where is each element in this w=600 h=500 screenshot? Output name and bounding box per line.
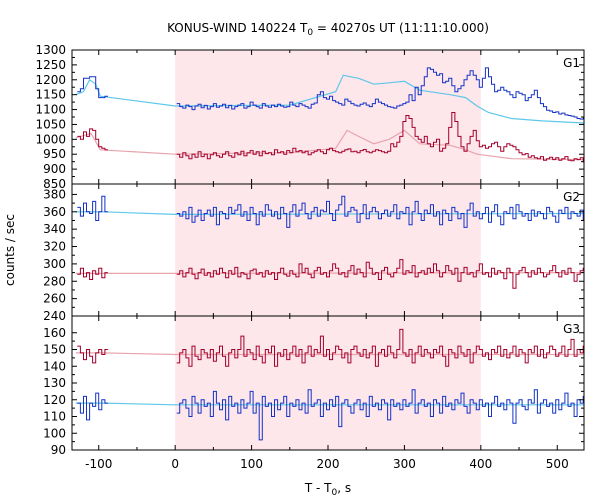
chart-title-suffix: = 40270s UT (11:11:10.000) xyxy=(313,21,489,35)
g2-red-step-series-0 xyxy=(77,267,108,280)
g1-ytick-label: 900 xyxy=(43,162,66,176)
g1-blue-step-series-1 xyxy=(176,67,584,120)
g2-ytick-label: 320 xyxy=(43,240,66,254)
xtick-label: 100 xyxy=(240,457,263,471)
g3-ytick-label: 150 xyxy=(43,343,66,357)
g2-blue-step-series-1 xyxy=(176,195,584,228)
g3-red-step-series-0 xyxy=(77,345,108,364)
g3-ytick-label: 140 xyxy=(43,359,66,373)
chart-title: KONUS-WIND 140224 T0 = 40270s UT (11:11:… xyxy=(167,21,489,38)
g1-ytick-label: 1300 xyxy=(35,43,66,57)
g3-ytick-label: 90 xyxy=(51,443,66,457)
shaded-interval xyxy=(175,50,481,450)
g2-ytick-label: 300 xyxy=(43,257,66,271)
g3-blue-step-series-1 xyxy=(176,389,584,441)
g3-blue-step-series-0 xyxy=(77,392,108,421)
g2-ytick-label: 280 xyxy=(43,274,66,288)
shade-layer xyxy=(175,50,481,450)
text-layer: KONUS-WIND 140224 T0 = 40270s UT (11:11:… xyxy=(3,21,580,498)
g3-ytick-label: 100 xyxy=(43,426,66,440)
g2-panel-data xyxy=(75,195,584,289)
g2-ytick-label: 380 xyxy=(43,187,66,201)
xtick-label: 500 xyxy=(546,457,569,471)
xtick-label: 200 xyxy=(317,457,340,471)
g3-ytick-label: 120 xyxy=(43,393,66,407)
g3-red-step-series-1 xyxy=(176,328,584,367)
x-axis-label-suffix: , s xyxy=(337,481,351,495)
g1-red-step-series-0 xyxy=(77,128,108,151)
x-axis-label-subscript: 0 xyxy=(332,488,338,498)
g2-ytick-label: 240 xyxy=(43,309,66,323)
g1-ytick-label: 1100 xyxy=(35,103,66,117)
x-axis-label: T - T0, s xyxy=(304,481,351,498)
g1-ytick-label: 1250 xyxy=(35,58,66,72)
data-layer xyxy=(75,67,584,441)
g1-model-curve-red xyxy=(75,129,584,161)
frame-layer xyxy=(71,49,585,451)
g3-ytick-label: 160 xyxy=(43,326,66,340)
xtick-label: -100 xyxy=(85,457,112,471)
g1-ytick-label: 850 xyxy=(43,177,66,191)
g1-panel-label: G1 xyxy=(563,56,580,70)
g1-ytick-label: 1050 xyxy=(35,117,66,131)
xtick-label: 300 xyxy=(393,457,416,471)
xtick-label: 400 xyxy=(469,457,492,471)
chart-title-prefix: KONUS-WIND 140224 T xyxy=(167,21,308,35)
g2-blue-step-series-0 xyxy=(77,195,108,221)
g3-ytick-label: 110 xyxy=(43,410,66,424)
g2-ytick-label: 340 xyxy=(43,222,66,236)
g1-ytick-label: 950 xyxy=(43,147,66,161)
chart-title-subscript: 0 xyxy=(307,28,313,38)
g1-ytick-label: 1200 xyxy=(35,73,66,87)
xtick-label: 0 xyxy=(171,457,179,471)
g2-panel-label: G2 xyxy=(563,190,580,204)
g3-panel-data xyxy=(75,328,584,441)
g1-ytick-label: 1000 xyxy=(35,132,66,146)
g1-red-step-series-1 xyxy=(176,112,584,163)
g2-ytick-label: 360 xyxy=(43,205,66,219)
y-axis-label: counts / sec xyxy=(3,214,17,286)
g1-blue-step-series-0 xyxy=(77,76,108,99)
g3-panel-label: G3 xyxy=(563,322,580,336)
g1-panel-data xyxy=(75,67,584,163)
g3-ytick-label: 130 xyxy=(43,376,66,390)
g2-ytick-label: 260 xyxy=(43,292,66,306)
g1-ytick-label: 1150 xyxy=(35,88,66,102)
g2-red-step-series-1 xyxy=(176,259,584,289)
x-axis-label-prefix: T - T xyxy=(304,481,332,495)
